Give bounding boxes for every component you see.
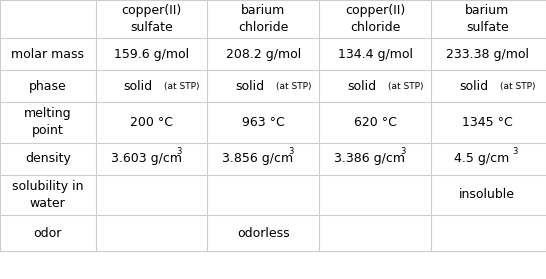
Text: 3.603 g/cm: 3.603 g/cm (110, 152, 182, 165)
Text: (at STP): (at STP) (388, 82, 423, 91)
Text: (at STP): (at STP) (500, 82, 535, 91)
Text: copper(II)
sulfate: copper(II) sulfate (121, 4, 182, 34)
Text: 963 °C: 963 °C (242, 116, 285, 129)
Text: molar mass: molar mass (11, 48, 84, 61)
Text: 134.4 g/mol: 134.4 g/mol (338, 48, 413, 61)
Text: solid: solid (235, 80, 264, 93)
Text: solid: solid (347, 80, 376, 93)
Text: solid: solid (459, 80, 488, 93)
Text: solid: solid (123, 80, 152, 93)
Text: solubility in
water: solubility in water (12, 180, 84, 210)
Text: 200 °C: 200 °C (130, 116, 173, 129)
Text: 208.2 g/mol: 208.2 g/mol (226, 48, 301, 61)
Text: 4.5 g/cm: 4.5 g/cm (454, 152, 509, 165)
Text: (at STP): (at STP) (164, 82, 199, 91)
Text: melting
point: melting point (24, 107, 72, 137)
Text: odor: odor (34, 227, 62, 240)
Text: 3: 3 (512, 147, 517, 156)
Text: 620 °C: 620 °C (354, 116, 397, 129)
Text: 3: 3 (176, 147, 181, 156)
Text: odorless: odorless (237, 227, 290, 240)
Text: density: density (25, 152, 71, 165)
Text: copper(II)
chloride: copper(II) chloride (345, 4, 406, 34)
Text: 3.386 g/cm: 3.386 g/cm (334, 152, 406, 165)
Text: 3: 3 (288, 147, 293, 156)
Text: 159.6 g/mol: 159.6 g/mol (114, 48, 189, 61)
Text: phase: phase (29, 80, 67, 93)
Text: insoluble: insoluble (459, 188, 515, 201)
Text: (at STP): (at STP) (276, 82, 311, 91)
Text: barium
sulfate: barium sulfate (465, 4, 509, 34)
Text: 1345 °C: 1345 °C (462, 116, 513, 129)
Text: barium
chloride: barium chloride (238, 4, 289, 34)
Text: 3: 3 (400, 147, 405, 156)
Text: 233.38 g/mol: 233.38 g/mol (446, 48, 529, 61)
Text: 3.856 g/cm: 3.856 g/cm (222, 152, 294, 165)
